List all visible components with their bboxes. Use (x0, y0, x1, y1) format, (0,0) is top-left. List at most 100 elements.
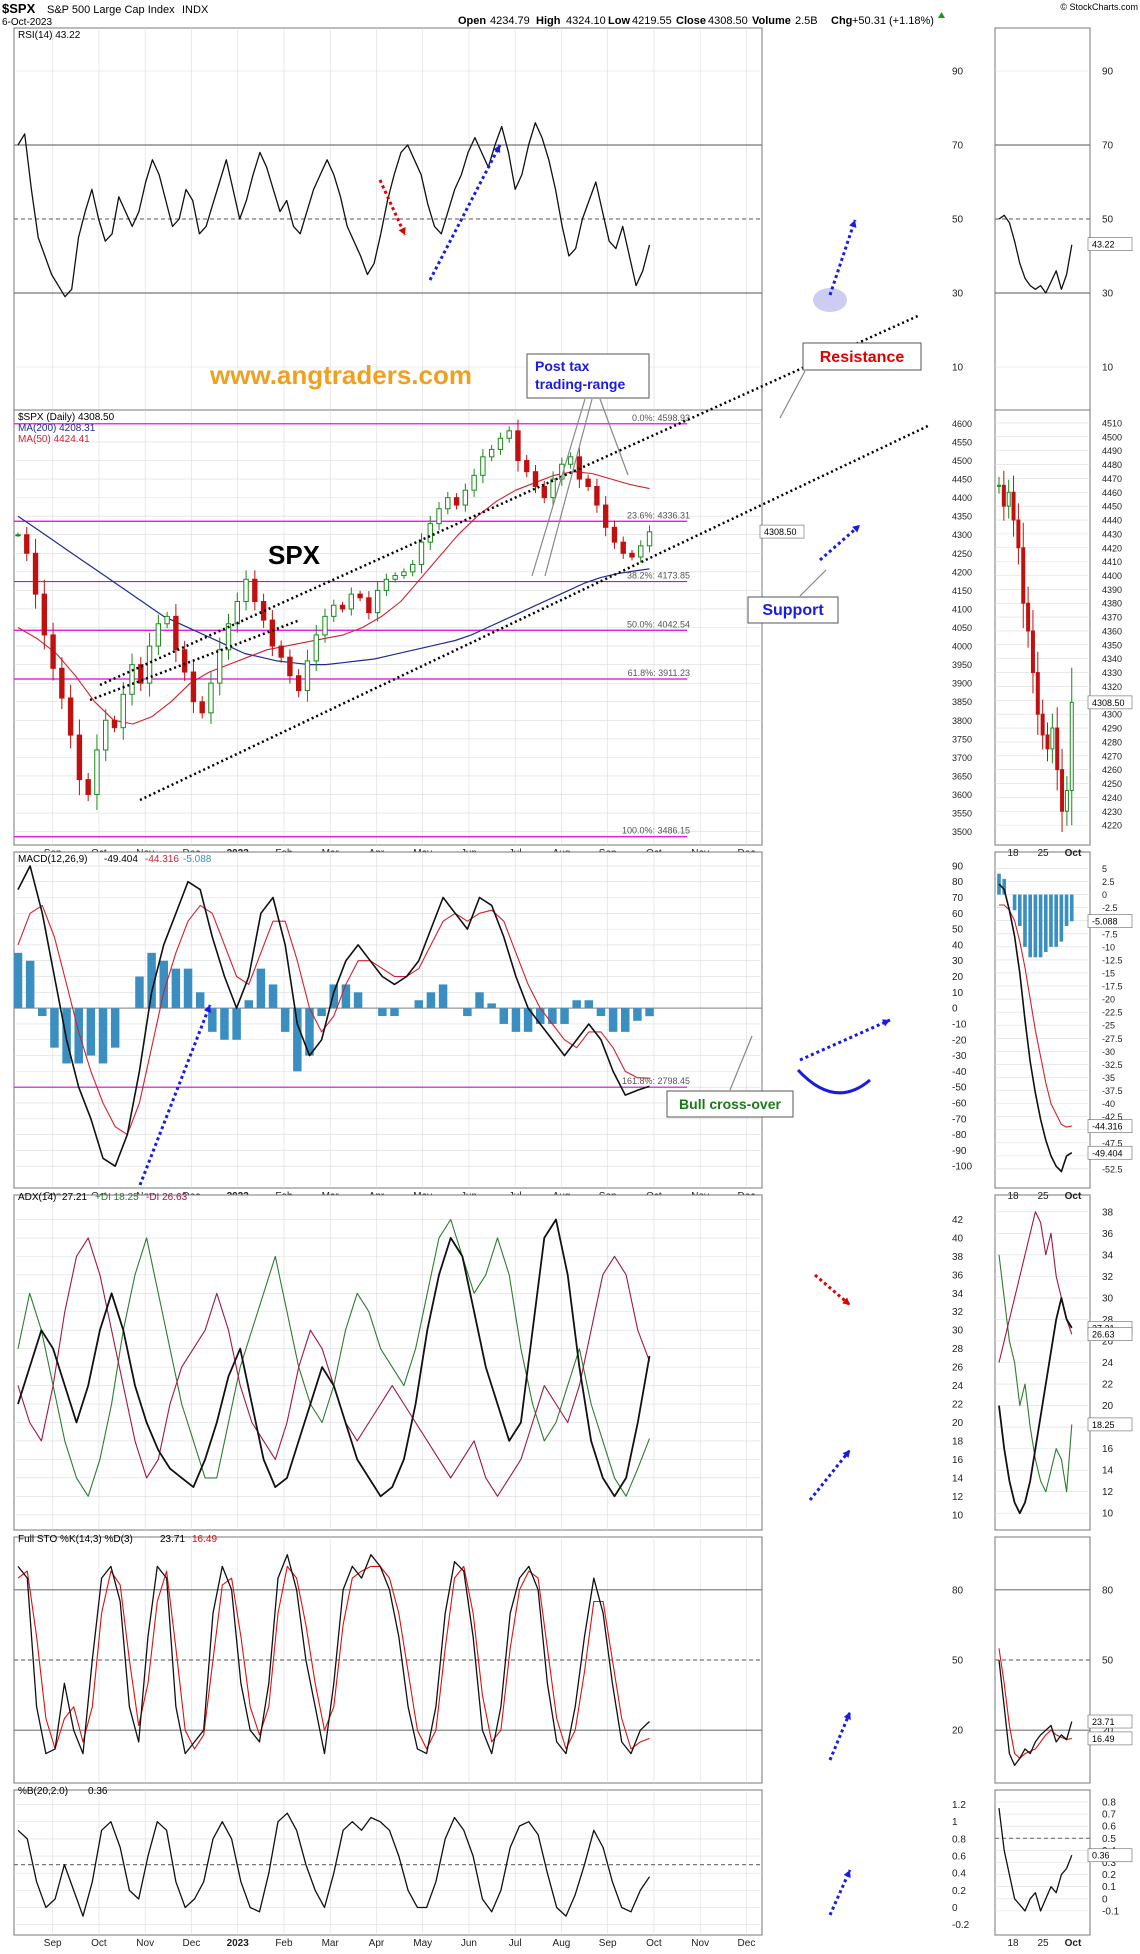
adx_side-panel: 10 12 14 16 18 20 22 24 26 28 30 32 34 36 38 (994, 1194, 1114, 1531)
adx-y-tick-label: 26 (952, 1363, 964, 1374)
adx-y-tick-label: 20 (952, 1418, 964, 1429)
pctb-legend: %B(20,2.0) 0.36 (18, 1786, 108, 1797)
post-tax-pointer-2 (544, 398, 593, 577)
price-candle (59, 667, 65, 699)
macd_side-y-tick-label: -42.5 (1102, 1112, 1123, 1122)
price-candle (164, 615, 170, 625)
price-candle (401, 571, 407, 577)
price-y-tick-label: 4050 (952, 623, 972, 633)
price-y-tick-label: 4500 (952, 456, 972, 466)
price-candle (50, 634, 56, 669)
macd-y-tick-label: 50 (952, 925, 964, 936)
price-candle (453, 497, 460, 506)
pctb-y-tick-label: 0.8 (952, 1834, 966, 1845)
adx-y-tick-label: 12 (952, 1492, 964, 1503)
price-candle (410, 563, 416, 573)
pctb_side-y-tick-label: 0.3 (1102, 1858, 1116, 1869)
resistance-box (802, 342, 922, 371)
macd-hist-bar (353, 992, 363, 1009)
price_side-y-tick-label: 4340 (1102, 654, 1122, 664)
side-x-tick-label: 25 (1037, 848, 1049, 859)
credit: © StockCharts.com (1060, 2, 1138, 12)
macd-hist-bar (499, 1008, 509, 1024)
macd-hist-bar (135, 976, 144, 1009)
macd-hist-bar (98, 1008, 108, 1064)
macd-hist-bar (438, 984, 448, 1009)
pctb-side-current-marker: 0.36 (1092, 1851, 1110, 1861)
pctb-y-tick-label: 0.6 (952, 1852, 966, 1863)
chart-date: 6-Oct-2023 (2, 17, 52, 28)
pctb-line (17, 1812, 651, 1917)
pctb-x-tick-label: 2023 (227, 1938, 250, 1949)
chg-value: +50.31 (+1.18%) (852, 15, 934, 27)
adx-y-tick-label: 38 (952, 1252, 964, 1263)
macd-y-tick-label: -90 (952, 1146, 967, 1157)
pctb-x-tick-label: Dec (183, 1938, 201, 1949)
price-y-tick-label: 4100 (952, 604, 972, 614)
macd-hist-bar (511, 1008, 521, 1032)
price-candle (103, 719, 109, 751)
side-x-tick-label: Oct (1065, 848, 1082, 859)
side-x-tick-label: 18 (1007, 1938, 1019, 1949)
price-candle (217, 649, 223, 684)
rsi-y-tick-label: 50 (952, 215, 964, 226)
macd-y-tick-label: 30 (952, 956, 964, 967)
adx-legend-adx: 27.21 (62, 1192, 87, 1203)
pctb-x-tick-label: Feb (275, 1938, 293, 1949)
side-x-tick-label: 25 (1037, 1938, 1049, 1949)
rsi-up-arrow-head (493, 145, 501, 153)
sto-side-d-marker: 16.49 (1092, 1734, 1115, 1744)
macd-hist-bar (25, 960, 35, 1009)
post-tax-pointer-3 (599, 398, 629, 476)
macd-hist-bar (596, 1008, 606, 1017)
adx_side-y-tick-label: 24 (1102, 1358, 1114, 1369)
price-panel: 3500 3550 3600 3650 3700 3750 3800 3850 3900 3950… (13, 409, 972, 859)
close-label: Close (676, 15, 706, 27)
rsi_side-y-tick-label: 70 (1102, 141, 1114, 152)
price-side-candle (1021, 547, 1026, 604)
macd-hist-bar (475, 992, 484, 1009)
macd-side-hist-bar (1012, 894, 1017, 911)
macd_side-y-tick-label: 5 (1102, 864, 1107, 874)
price-candle (111, 719, 118, 729)
macd_side-y-tick-label: -15 (1102, 968, 1115, 978)
price-side-candle (1011, 491, 1016, 521)
macd-side-hist-bar (1054, 894, 1058, 947)
adx-down-arrow-head (842, 1297, 850, 1305)
adx_side-y-tick-label: 14 (1102, 1466, 1114, 1477)
fib-level-label: 50.0%: 4042.54 (627, 619, 690, 629)
sto-up-arrow (828, 1711, 852, 1761)
pctb-x-tick-label: Dec (738, 1938, 756, 1949)
price-candle (620, 541, 626, 554)
price-candle (243, 578, 249, 603)
rsi-low-highlight (813, 288, 847, 312)
adx-y-tick-label: 16 (952, 1455, 964, 1466)
price_side-y-tick-label: 4430 (1102, 529, 1122, 539)
pctb_side-y-tick-label: 0.1 (1102, 1882, 1116, 1893)
index-name: S&P 500 Large Cap Index (47, 4, 175, 16)
fib-level-label: 38.2%: 4173.85 (627, 571, 690, 581)
pctb-x-tick-label: Mar (322, 1938, 340, 1949)
volume-value: 2.5B (795, 15, 818, 27)
price-side-current-marker: 4308.50 (1092, 698, 1125, 708)
macd-y-tick-label: 60 (952, 909, 964, 920)
macd-y-tick-label: -70 (952, 1114, 967, 1125)
sto-d-line (17, 1565, 650, 1750)
post-tax-label-2: trading-range (535, 376, 625, 392)
adx_side-y-tick-label: 28 (1102, 1315, 1114, 1326)
pctb-up-arrow (828, 1869, 852, 1916)
price-y-tick-label: 4300 (952, 530, 972, 540)
adx-up-arrow-head (842, 1450, 850, 1458)
price-candle (471, 474, 477, 491)
price-candle (445, 497, 451, 510)
macd-y-tick-label: -10 (952, 1019, 967, 1030)
ma200-line (17, 515, 650, 666)
side-x-tick-label: 18 (1007, 848, 1019, 859)
price-side-candle (1060, 769, 1065, 812)
macd-side-hist-marker-bg (1087, 914, 1133, 928)
price-y-tick-label: 3850 (952, 697, 972, 707)
adx-side-line (998, 1297, 1073, 1515)
price-legend: $SPX (Daily) 4308.50 MA(200) 4208.31 MA(… (18, 412, 115, 445)
post-tax-box (526, 353, 650, 399)
